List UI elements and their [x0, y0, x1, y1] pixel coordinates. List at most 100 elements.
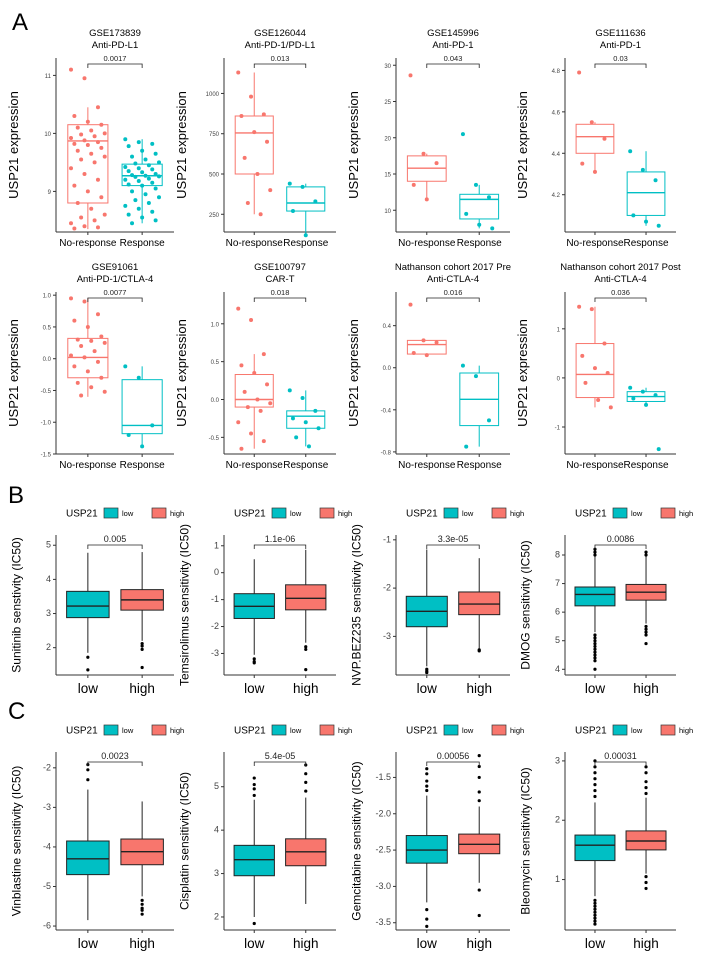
- panel-label-a: A: [12, 9, 28, 36]
- y-axis-label: Gemcitabine sensitivity (IC50): [350, 761, 364, 920]
- data-point: [69, 67, 74, 72]
- x-tick-label-high: high: [466, 681, 492, 696]
- data-point: [99, 195, 104, 200]
- panel-label-b: B: [8, 482, 24, 509]
- outlier-point: [304, 780, 308, 784]
- outlier-point: [425, 767, 429, 771]
- y-tick-label: -2: [43, 762, 51, 772]
- data-point: [424, 197, 429, 202]
- data-point: [146, 176, 151, 181]
- box-high: [458, 591, 501, 616]
- data-point: [408, 73, 413, 78]
- significance-bracket: [253, 63, 307, 68]
- data-point: [583, 380, 588, 385]
- chart-title-line: GSE91061: [92, 262, 138, 273]
- legend-label-high: high: [170, 726, 184, 735]
- x-tick-label-no-response: No-response: [398, 238, 456, 249]
- data-point: [602, 136, 607, 141]
- x-tick-label-high: high: [293, 681, 319, 696]
- p-value-label: 5.4e-05: [265, 751, 296, 761]
- y-tick-label: -1.0: [41, 421, 52, 427]
- x-tick-label-high: high: [466, 936, 492, 951]
- chart-title-line: Anti-CTLA-4: [427, 274, 479, 285]
- chart-3: 10 15 20 25 30 USP21 expression No-response Res…: [346, 28, 510, 249]
- legend-key-high: [660, 507, 676, 519]
- outlier-point: [86, 768, 90, 772]
- x-tick-label-high: high: [633, 936, 659, 951]
- data-point: [102, 389, 107, 394]
- y-tick-label: 5: [46, 540, 51, 550]
- chart-8: -1 0 1 USP21 expression No-response Response 0…: [515, 262, 681, 471]
- data-point: [140, 170, 145, 175]
- data-point: [592, 366, 597, 371]
- data-point: [656, 447, 661, 452]
- y-tick-label: -6: [43, 921, 51, 931]
- outlier-point: [252, 661, 256, 665]
- x-tick-label-low: low: [244, 936, 265, 951]
- chart-title-line: Anti-PD-L1: [92, 40, 138, 51]
- data-point: [242, 155, 247, 160]
- data-point: [123, 203, 128, 208]
- data-point: [130, 154, 135, 159]
- y-tick-label: -3: [43, 802, 51, 812]
- x-tick-label-no-response: No-response: [59, 460, 117, 471]
- data-point: [136, 140, 141, 145]
- legend-key-low: [612, 507, 628, 519]
- outlier-point: [425, 784, 429, 788]
- y-tick-label: 4.8: [552, 69, 561, 75]
- data-point: [143, 157, 148, 162]
- data-point: [95, 177, 100, 182]
- significance-bracket: [87, 297, 143, 302]
- data-point: [589, 120, 594, 125]
- outlier-point: [644, 875, 648, 879]
- y-tick-label: 4: [555, 664, 560, 674]
- data-point: [313, 408, 318, 413]
- data-point: [153, 172, 158, 176]
- p-value-label: 0.03: [613, 54, 628, 63]
- chart-title-line: GSE173839: [89, 28, 141, 39]
- chart-7: -0.8 -0.4 0.0 0.4 USP21 expression No-respons…: [346, 262, 511, 471]
- data-point: [143, 173, 148, 178]
- y-tick-label: 4.2: [552, 193, 561, 199]
- data-point: [303, 233, 308, 238]
- y-tick-label: 0: [557, 376, 561, 382]
- data-point: [140, 148, 145, 153]
- data-point: [146, 201, 151, 205]
- p-value-label: 0.00031: [604, 751, 637, 761]
- data-point: [249, 431, 254, 436]
- legend-key-high: [660, 724, 676, 736]
- y-tick-label: -3: [211, 648, 219, 658]
- outlier-point: [425, 917, 429, 921]
- x-tick-label-response: Response: [624, 460, 669, 471]
- y-tick-label: 0.0: [43, 357, 52, 363]
- y-tick-label: 0: [214, 567, 219, 577]
- legend-label-high: high: [170, 509, 184, 518]
- outlier-point: [252, 657, 256, 661]
- data-point: [580, 353, 585, 358]
- data-point: [592, 169, 597, 174]
- legend-label-low: low: [290, 509, 302, 518]
- legend-title: USP21: [575, 509, 607, 520]
- y-tick-label: 3: [555, 755, 560, 765]
- y-tick-label: 2: [214, 911, 219, 921]
- x-tick-label-no-response: No-response: [398, 460, 456, 471]
- data-point: [136, 206, 141, 211]
- data-point: [146, 163, 151, 168]
- data-point: [255, 172, 260, 176]
- data-point: [313, 199, 318, 204]
- x-tick-label-no-response: No-response: [226, 460, 284, 471]
- box-no-response: [234, 374, 274, 408]
- y-tick-label: 15: [384, 173, 391, 179]
- data-point: [153, 151, 158, 156]
- data-point: [72, 364, 77, 369]
- outlier-point: [140, 665, 144, 670]
- chart-4: 4.2 4.4 4.6 4.8 USP21 expression No-response R…: [515, 28, 676, 249]
- legend-key-low: [443, 724, 459, 736]
- chart-title-line: GSE100797: [254, 262, 306, 273]
- y-tick-label: -3.0: [375, 881, 391, 891]
- chart-title-line: Anti-PD-1/PD-L1: [245, 40, 316, 51]
- p-value-label: 3.3e-05: [438, 534, 469, 544]
- legend-label-high: high: [510, 726, 524, 735]
- data-point: [245, 405, 250, 410]
